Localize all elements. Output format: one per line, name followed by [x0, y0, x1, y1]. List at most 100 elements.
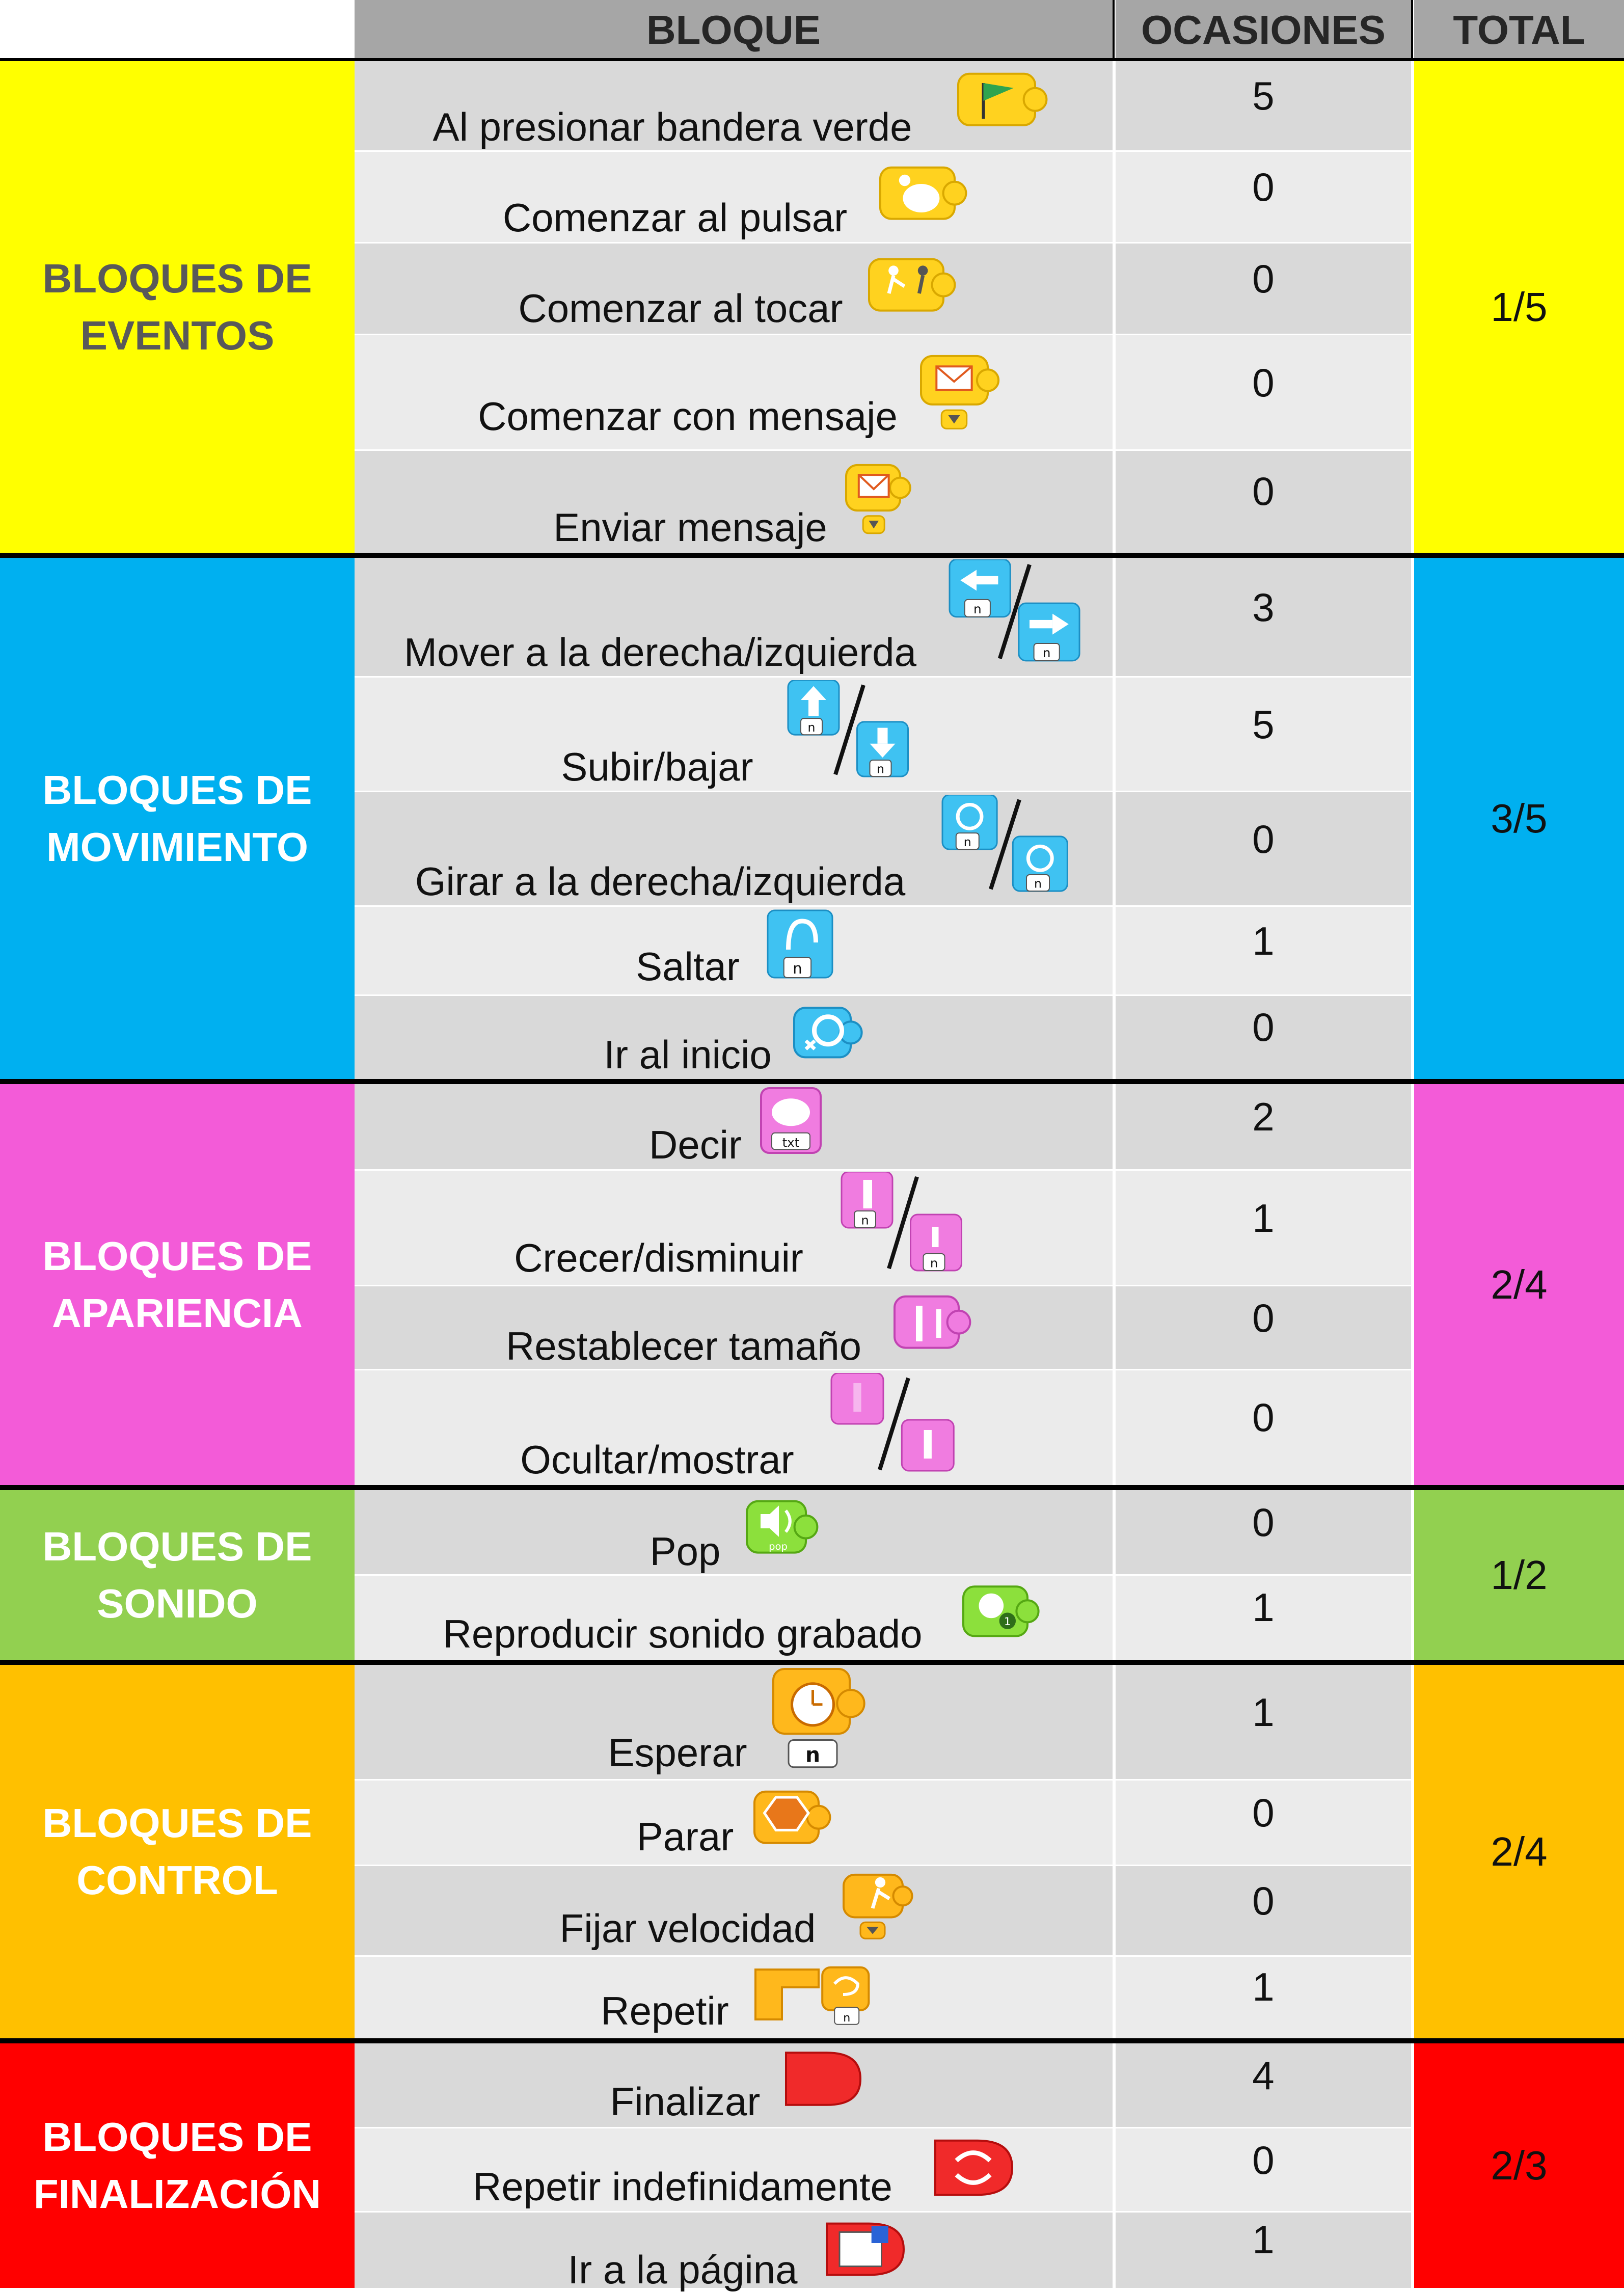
column-divider [1411, 1957, 1414, 2038]
total-value: 1/2 [1491, 1552, 1548, 1598]
svg-text:n: n [1034, 877, 1042, 891]
reset-size-icon [891, 1288, 973, 1359]
block-label: Comenzar con mensaje [478, 394, 898, 439]
category-label: BLOQUES DE APARIENCIA [42, 1233, 312, 1336]
block-count: 1 [1252, 1195, 1275, 1241]
category-apariencia: BLOQUES DE APARIENCIA [0, 1084, 355, 1485]
column-divider [1113, 1370, 1116, 1485]
total-finalizacion: 2/3 [1414, 2043, 1624, 2288]
column-divider [1411, 558, 1414, 678]
table-row [355, 1957, 1414, 2038]
move-up-down-icon: n n [787, 680, 914, 779]
total-movimiento: 3/5 [1414, 558, 1624, 1079]
block-count: 0 [1252, 1878, 1275, 1923]
section-divider [0, 1660, 1624, 1665]
block-count: 0 [1252, 816, 1275, 861]
block-label: Comenzar al tocar [518, 286, 843, 331]
column-divider [1113, 1084, 1116, 1171]
column-divider [1411, 244, 1414, 335]
column-divider [1411, 2213, 1414, 2288]
block-label: Comenzar al pulsar [502, 195, 848, 240]
grow-shrink-icon: n n [841, 1172, 968, 1274]
block-count: 0 [1252, 256, 1275, 301]
block-count: 1 [1252, 1584, 1275, 1630]
block-count: 1 [1252, 1689, 1275, 1735]
set-speed-icon [841, 1868, 917, 1942]
svg-text:n: n [843, 2011, 850, 2025]
pop-sound-icon: pop [744, 1493, 820, 1564]
svg-text:n: n [1043, 645, 1051, 660]
block-count: 0 [1252, 1394, 1275, 1440]
column-divider [1113, 1781, 1116, 1866]
table-row [355, 558, 1414, 678]
column-divider [1113, 61, 1116, 152]
block-count: 0 [1252, 360, 1275, 405]
block-count: 0 [1252, 1004, 1275, 1049]
total-value: 2/4 [1491, 1828, 1548, 1874]
block-count: 0 [1252, 2137, 1275, 2182]
block-label: Al presionar bandera verde [432, 104, 912, 149]
block-label: Fijar velocidad [559, 1906, 816, 1951]
svg-text:n: n [930, 1256, 938, 1270]
total-value: 2/3 [1491, 2143, 1548, 2188]
block-count: 5 [1252, 73, 1275, 118]
total-value: 2/4 [1491, 1261, 1548, 1307]
block-label: Parar [636, 1814, 734, 1859]
end-block-icon [782, 2044, 863, 2113]
column-divider [1113, 1286, 1116, 1370]
svg-text:n: n [808, 720, 816, 735]
total-apariencia: 2/4 [1414, 1084, 1624, 1485]
svg-text:pop: pop [769, 1541, 788, 1552]
column-divider [1411, 1084, 1414, 1171]
bump-trigger-icon [866, 251, 958, 322]
table-row [355, 61, 1414, 152]
header-rule [0, 58, 1624, 61]
column-divider [1113, 152, 1116, 244]
section-divider [0, 1079, 1624, 1084]
block-label: Enviar mensaje [553, 505, 827, 550]
table-row [355, 2128, 1414, 2213]
column-divider [1113, 1957, 1116, 2038]
svg-text:n: n [973, 602, 982, 616]
table-row [355, 335, 1414, 451]
category-label: BLOQUES DE FINALIZACIÓN [33, 2114, 321, 2217]
go-home-icon [791, 1000, 865, 1068]
svg-text:n: n [861, 1213, 869, 1227]
block-label: Repetir indefinidamente [473, 2164, 892, 2209]
column-divider [1411, 2128, 1414, 2213]
column-divider [1411, 1490, 1414, 1576]
table-row [355, 1576, 1414, 1660]
column-divider [1113, 1866, 1116, 1957]
block-count: 0 [1252, 1790, 1275, 1835]
block-label: Decir [648, 1122, 742, 1167]
block-label: Pop [649, 1529, 721, 1574]
svg-text:n: n [964, 835, 971, 849]
category-sonido: BLOQUES DE SONIDO [0, 1490, 355, 1660]
green-flag-trigger-icon [955, 65, 1049, 137]
block-label: Finalizar [610, 2079, 761, 2124]
svg-text:n: n [793, 960, 802, 977]
column-divider [1113, 1665, 1116, 1781]
column-divider [1113, 907, 1116, 996]
category-label: BLOQUES DE MOVIMIENTO [42, 767, 312, 870]
section-divider [0, 1485, 1624, 1490]
block-label: Reproducir sonido grabado [443, 1611, 923, 1656]
header-bloque: BLOQUE [355, 0, 1113, 60]
block-label: Subir/bajar [561, 744, 753, 789]
column-divider [1113, 2043, 1116, 2128]
category-label: BLOQUES DE EVENTOS [42, 255, 312, 358]
svg-text:n: n [877, 762, 884, 776]
turn-right-left-icon: n n [941, 795, 1071, 894]
svg-text:1: 1 [1004, 1615, 1011, 1628]
column-divider [1411, 678, 1414, 792]
column-divider [1411, 1171, 1414, 1286]
column-divider [1113, 792, 1116, 907]
table-row [355, 1084, 1414, 1171]
column-divider [1411, 1576, 1414, 1660]
repeat-loop-icon: n [751, 1959, 874, 2030]
column-divider [1113, 335, 1116, 451]
go-to-page-icon [823, 2219, 907, 2280]
column-divider [1113, 451, 1116, 553]
block-label: Mover a la derecha/izquierda [404, 630, 916, 675]
column-divider [1411, 152, 1414, 244]
